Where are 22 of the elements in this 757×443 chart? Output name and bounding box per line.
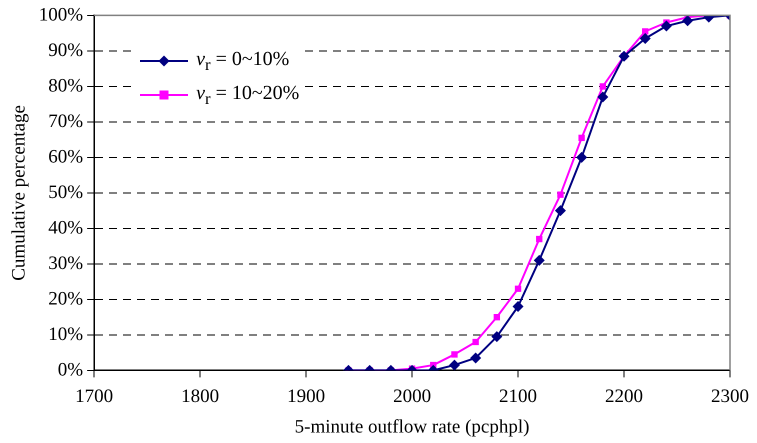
legend-label: v$_{r}$ = 10~20% bbox=[196, 82, 300, 109]
y-tick-label: 60% bbox=[48, 146, 84, 168]
x-tick-label: 1900 bbox=[287, 386, 326, 407]
y-tick-label: 20% bbox=[48, 288, 84, 310]
legend-label: v$_{r}$ = 0~10% bbox=[196, 48, 290, 75]
y-tick-label: 70% bbox=[48, 110, 84, 132]
y-tick-label: 80% bbox=[48, 75, 84, 96]
y-tick-label: 40% bbox=[48, 217, 84, 238]
x-axis-title: 5-minute outflow rate (pcphpl) bbox=[294, 416, 530, 438]
y-tick-label: 90% bbox=[48, 40, 84, 61]
y-tick-label: 50% bbox=[48, 182, 84, 203]
x-tick-label: 2000 bbox=[393, 386, 432, 407]
x-tick-label: 1800 bbox=[181, 386, 220, 407]
y-tick-label: 10% bbox=[48, 324, 84, 345]
x-tick-label: 2100 bbox=[499, 386, 538, 407]
y-tick-label: 0% bbox=[58, 359, 84, 380]
y-axis-title: Cumulative percentage bbox=[8, 105, 30, 281]
x-tick-label: 1700 bbox=[75, 386, 114, 407]
x-tick-label: 2200 bbox=[605, 386, 644, 407]
y-tick-label: 100% bbox=[38, 4, 84, 26]
y-tick-label: 30% bbox=[48, 252, 84, 274]
x-tick-label: 2300 bbox=[711, 386, 749, 407]
